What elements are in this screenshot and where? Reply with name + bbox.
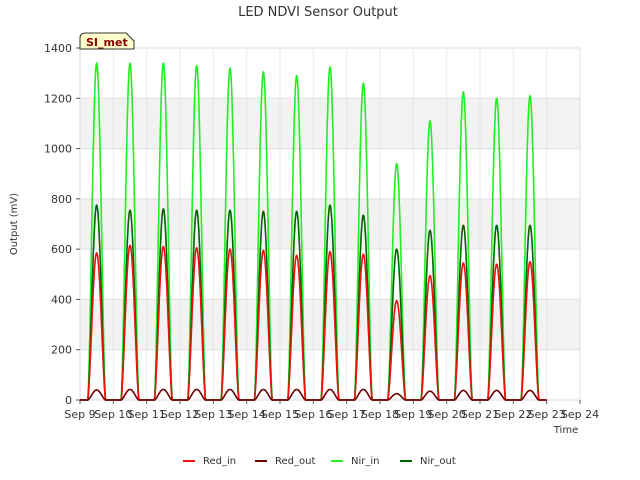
legend: Red_in Red_out Nir_in Nir_out <box>183 456 456 467</box>
site-badge: SI_met <box>79 32 135 50</box>
y-tick-label: 1200 <box>44 92 72 105</box>
y-axis-label: Output (mV) <box>9 193 20 255</box>
x-tick-label: Sep 13 <box>194 408 232 421</box>
y-tick-label: 1400 <box>44 42 72 55</box>
y-tick-label: 800 <box>51 193 72 206</box>
x-tick-label: Sep 11 <box>128 408 166 421</box>
plot-band <box>80 98 580 149</box>
y-tick-label: 200 <box>51 344 72 357</box>
site-badge-label: SI_met <box>86 36 128 49</box>
x-tick-label: Sep 21 <box>461 408 499 421</box>
x-tick-label: Sep 17 <box>328 408 366 421</box>
y-tick-label: 400 <box>51 293 72 306</box>
x-tick-label: Sep 16 <box>294 408 332 421</box>
chart-title: LED NDVI Sensor Output <box>238 5 398 20</box>
x-tick-label: Sep 9 <box>64 408 95 421</box>
plot-band <box>80 299 580 350</box>
x-tick-label: Sep 20 <box>428 408 466 421</box>
x-tick-label: Sep 19 <box>394 408 432 421</box>
x-tick-label: Sep 23 <box>528 408 566 421</box>
x-tick-label: Sep 18 <box>361 408 399 421</box>
plot-bands <box>80 48 580 400</box>
y-tick-label: 600 <box>51 243 72 256</box>
x-tick-label: Sep 24 <box>561 408 599 421</box>
plot-band <box>80 349 580 400</box>
x-axis-label: Time <box>553 425 578 436</box>
plot-band <box>80 48 580 99</box>
plot-band <box>80 249 580 300</box>
x-tick-label: Sep 15 <box>261 408 299 421</box>
y-tick-label: 0 <box>65 394 72 407</box>
legend-label-red-out: Red_out <box>275 456 315 467</box>
x-tick-label: Sep 22 <box>494 408 532 421</box>
x-tick-label: Sep 14 <box>228 408 266 421</box>
site-badge-shape <box>79 32 135 50</box>
legend-label-nir-out: Nir_out <box>420 456 456 467</box>
plot-band <box>80 148 580 199</box>
plot-area-frame <box>79 47 581 401</box>
x-tick-label: Sep 10 <box>94 408 132 421</box>
x-tick-label: Sep 12 <box>161 408 199 421</box>
legend-label-nir-in: Nir_in <box>351 456 380 467</box>
y-tick-label: 1000 <box>44 143 72 156</box>
legend-label-red-in: Red_in <box>203 456 236 467</box>
